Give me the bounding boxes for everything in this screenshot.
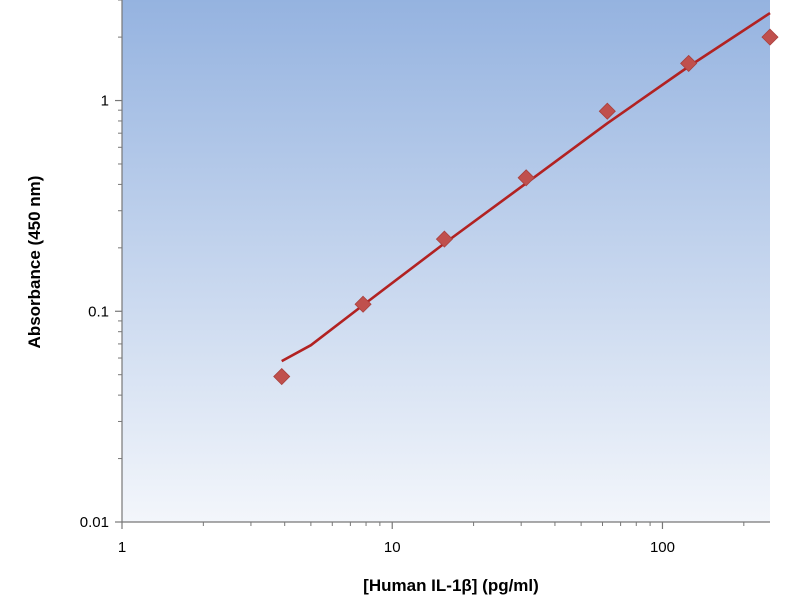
y-tick-label: 0.01 (80, 514, 109, 531)
data-point-marker (354, 295, 372, 313)
data-point-marker (680, 54, 698, 73)
y-tick-label: 1 (101, 93, 109, 110)
x-tick-labels: 1 10 100 (118, 539, 675, 556)
fit-line-layer (281, 12, 771, 363)
x-tick-label: 100 (650, 539, 675, 556)
y-tick-labels: 0.01 0.1 1 (80, 93, 109, 531)
data-point-marker (273, 367, 291, 386)
data-point-marker (598, 102, 616, 120)
data-point-marker (517, 169, 535, 187)
axes (115, 0, 770, 529)
x-axis-title: [Human IL-1β] (pg/ml) (363, 576, 539, 595)
x-tick-label: 1 (118, 539, 126, 556)
fit-line (281, 12, 771, 363)
data-point-marker (435, 230, 453, 248)
y-tick-label: 0.1 (88, 303, 109, 320)
x-tick-label: 10 (384, 539, 401, 556)
minor-ticks (118, 0, 745, 526)
plot-area (122, 0, 770, 522)
data-point-marker (761, 28, 779, 46)
marker-layer (273, 28, 779, 386)
y-axis-title: Absorbance (450 nm) (25, 176, 44, 349)
